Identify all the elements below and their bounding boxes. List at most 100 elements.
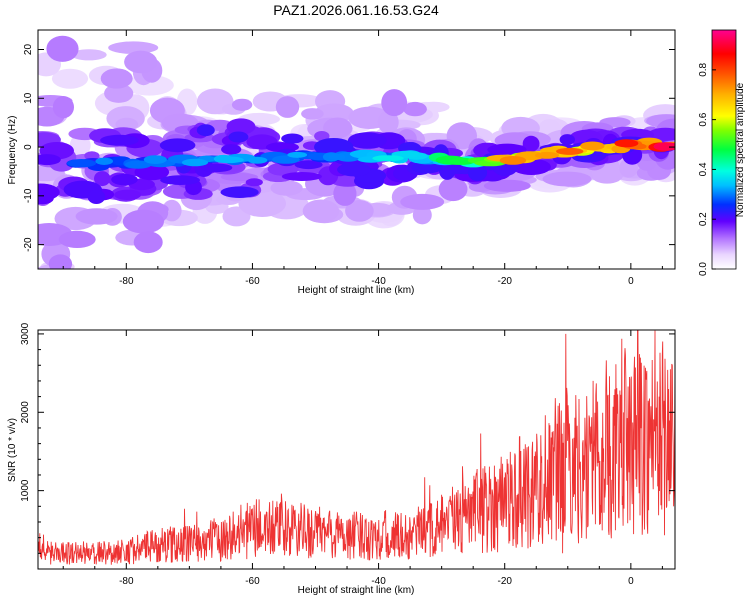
heatmap-cell (181, 158, 209, 167)
heatmap-cell (159, 138, 196, 153)
snr-x-tick-label: 0 (628, 576, 634, 587)
heatmap-cell (403, 101, 427, 117)
heatmap-cell (51, 68, 89, 89)
heatmap-cell (46, 35, 79, 62)
heatmap-cell (556, 147, 584, 155)
colorbar-tick-label: 0.2 (698, 212, 709, 226)
heatmap-cell (143, 155, 167, 165)
heatmap-cell (275, 96, 300, 118)
heatmap-cell (302, 199, 340, 223)
spectrogram-y-tick-label: 20 (23, 44, 34, 56)
heatmap-cell (196, 124, 215, 137)
heatmap-cell (467, 163, 488, 182)
spectrogram-x-tick-label: -20 (497, 276, 512, 287)
heatmap-cell (314, 131, 330, 142)
heatmap-cell (125, 160, 152, 169)
heatmap-cell (559, 134, 575, 146)
spectrogram-y-tick-label: 0 (23, 144, 34, 150)
heatmap-cell (100, 134, 139, 146)
heatmap-cell (104, 83, 134, 103)
heatmap-cell (281, 133, 304, 144)
heatmap-cell (247, 156, 268, 164)
heatmap-cell (499, 156, 527, 165)
colorbar-tick-label: 0.4 (698, 162, 709, 176)
heatmap-cell (287, 151, 308, 158)
heatmap-cell (133, 231, 163, 254)
snr-series-group (38, 330, 675, 565)
heatmap-cell (314, 103, 354, 123)
heatmap-cell (542, 171, 592, 187)
heatmap-cell (534, 151, 560, 159)
heatmap-cell (328, 153, 346, 160)
heatmap-cell (214, 156, 244, 164)
spectrogram-y-tick-label: -10 (23, 188, 34, 203)
heatmap-cell (228, 131, 249, 143)
snr-x-label: Height of straight line (km) (298, 585, 415, 596)
heatmap-cell (412, 205, 432, 225)
snr-y-tick-label: 1000 (20, 479, 31, 502)
snr-x-tick-label: -60 (245, 576, 260, 587)
heatmap-cell (200, 163, 233, 173)
heatmap-cell (108, 41, 159, 54)
snr-y-tick-label: 3000 (20, 322, 31, 345)
heatmap-cell (245, 178, 263, 187)
heatmap-cell (52, 96, 74, 119)
snr-series-line (38, 330, 675, 565)
heatmap-cell (75, 208, 118, 225)
heatmap-cell (221, 144, 242, 155)
heatmap-cell (100, 68, 133, 89)
spectrogram-blobs (38, 35, 675, 269)
colorbar-strip (711, 29, 737, 270)
heatmap-cell (71, 49, 107, 61)
snr-y-label: SNR (10 * v/v) (7, 418, 18, 482)
colorbar-tick-label: 0.8 (698, 62, 709, 76)
heatmap-cell (653, 142, 675, 151)
heatmap-cell (87, 189, 106, 204)
snr-x-tick-label: -80 (119, 576, 134, 587)
figure-title: PAZ1.2026.061.16.53.G24 (273, 2, 439, 18)
heatmap-cell (124, 50, 158, 74)
colorbar-tick-label: 0.0 (698, 262, 709, 276)
heatmap-cell (337, 162, 371, 177)
spectrogram-y-tick-label: -20 (23, 237, 34, 252)
heatmap-cell (58, 230, 96, 248)
heatmap-cell (220, 172, 258, 182)
heatmap-cell (323, 117, 353, 139)
snr-x-tick-label: -40 (371, 576, 386, 587)
heatmap-cell (372, 155, 404, 162)
heatmap-cell (400, 193, 445, 210)
heatmap-cell (438, 177, 468, 202)
spectrogram-y-tick-label: 10 (23, 92, 34, 104)
heatmap-cell (38, 192, 54, 205)
heatmap-cell (347, 132, 387, 149)
heatmap-cell (522, 135, 540, 152)
colorbar-label: Normalized spectral amplitude (735, 82, 746, 217)
heatmap-cell (111, 173, 138, 186)
heatmap-cell (160, 175, 201, 186)
heatmap-cell (333, 181, 357, 206)
heatmap-cell (226, 118, 256, 135)
heatmap-cell (231, 98, 253, 111)
heatmap-cell (95, 157, 113, 165)
heatmap-cell (377, 110, 399, 134)
heatmap-cell (38, 154, 61, 166)
spectrogram-y-label: Frequency (Hz) (7, 116, 18, 185)
heatmap-cell (270, 180, 303, 196)
heatmap-cell (84, 151, 100, 161)
heatmap-cell (220, 186, 259, 198)
colorbar: 0.0 0.2 0.4 0.6 0.8 Normalized spectral ampl… (698, 29, 746, 276)
heatmap-cell (345, 200, 374, 222)
heatmap-cell (48, 254, 73, 269)
heatmap-cell (301, 108, 324, 120)
spectrogram-panel: -80 -60 -40 -20 0 -20 -10 0 10 20 Height of strai… (7, 29, 676, 296)
spectrogram-frame (37, 29, 676, 270)
colorbar-tick-label: 0.6 (698, 112, 709, 126)
snr-y-tick-label: 2000 (20, 401, 31, 424)
heatmap-cell (483, 179, 531, 192)
spectrogram-ticks: -80 -60 -40 -20 0 -20 -10 0 10 20 (23, 30, 675, 287)
heatmap-cell (590, 166, 624, 184)
spectrogram-x-label: Height of straight line (km) (298, 285, 415, 296)
heatmap-cell (411, 161, 443, 174)
spectrogram-x-tick-label: -60 (245, 276, 260, 287)
